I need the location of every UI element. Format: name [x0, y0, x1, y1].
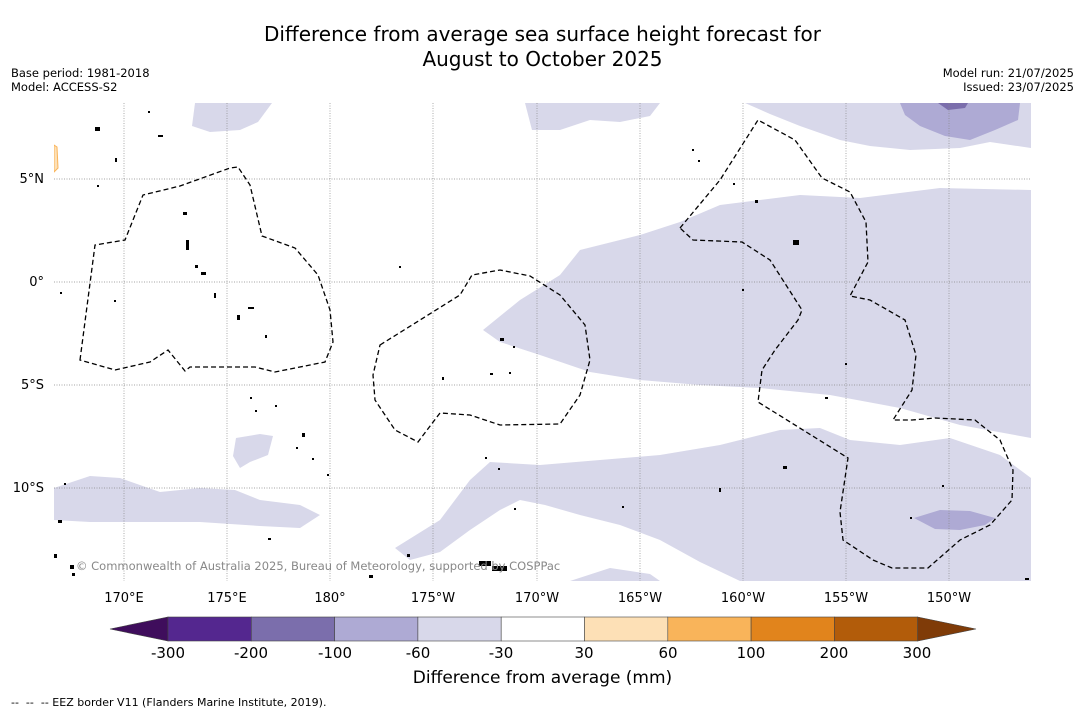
lon-label-170w: 170°W — [515, 591, 559, 606]
copyright-notice: © Commonwealth of Australia 2025, Bureau… — [76, 559, 560, 573]
islands — [54, 111, 1029, 580]
lat-label-0: 0° — [29, 275, 44, 290]
eez-footnote: -- -- -- EEZ border V11 (Flanders Marine… — [11, 696, 327, 709]
model-text: Model: ACCESS-S2 — [11, 80, 118, 94]
anomaly-core-south-east — [914, 510, 995, 530]
eez-border-tuvalu-kiribati-west — [79, 166, 334, 373]
cbar-tick-8: 100 — [737, 644, 766, 662]
eez-border-kiribati-line — [679, 119, 1014, 569]
anomaly-core-north-east — [900, 103, 1020, 140]
anomaly-band-south — [395, 428, 1031, 581]
colorbar-label: Difference from average (mm) — [412, 668, 673, 688]
title-line-1: Difference from average sea surface heig… — [263, 22, 822, 46]
anomaly-patch-south-edge — [570, 568, 660, 581]
colorbar-extend-high — [917, 616, 977, 642]
colorbar — [109, 616, 977, 642]
colorbar-segment-3 — [334, 616, 419, 642]
anomaly-core-darker — [938, 103, 968, 110]
lon-label-170e: 170°E — [104, 591, 144, 606]
lon-label-180: 180° — [314, 591, 345, 606]
lon-label-175w: 175°W — [411, 591, 455, 606]
anomaly-patch-west — [54, 476, 320, 528]
meta-right: Model run: 21/07/2025 Issued: 23/07/2025 — [943, 66, 1074, 94]
lon-label-165w: 165°W — [618, 591, 662, 606]
colorbar-segment-5 — [500, 616, 585, 642]
anomaly-patch-north-center — [525, 103, 660, 130]
positive-anomaly-patch — [54, 144, 59, 173]
cbar-tick-10: 300 — [903, 644, 932, 662]
anomaly-patch-south-west — [233, 434, 273, 468]
map-field — [54, 103, 1031, 581]
colorbar-ticks: -300 -200 -100 -60 -30 30 60 100 200 300 — [151, 644, 931, 662]
meta-left: Base period: 1981-2018 Model: ACCESS-S2 — [11, 66, 150, 94]
model-run-text: Model run: 21/07/2025 — [942, 66, 1074, 80]
colorbar-segment-4 — [417, 616, 502, 642]
cbar-tick-9: 200 — [820, 644, 849, 662]
cbar-tick-6: 30 — [574, 644, 593, 662]
anomaly-patch-north-west — [192, 103, 272, 132]
lon-label-160w: 160°W — [721, 591, 765, 606]
lat-label-10s: 10°S — [13, 481, 44, 496]
colorbar-segment-1 — [167, 616, 252, 642]
anomaly-band-north — [483, 188, 1031, 438]
colorbar-segment-6 — [584, 616, 669, 642]
lon-label-155w: 155°W — [824, 591, 868, 606]
colorbar-segment-8 — [750, 616, 835, 642]
title-line-2: August to October 2025 — [422, 47, 663, 71]
colorbar-segment-7 — [667, 616, 752, 642]
colorbar-segment-2 — [251, 616, 335, 642]
lon-label-150w: 150°W — [927, 591, 971, 606]
cbar-tick-3: -100 — [318, 644, 352, 662]
cbar-tick-2: -200 — [234, 644, 268, 662]
eez-borders — [79, 119, 1014, 569]
colorbar-extend-low — [109, 616, 169, 642]
lat-label-5n: 5°N — [20, 172, 45, 187]
colorbar-segment-9 — [834, 616, 919, 642]
cbar-tick-7: 60 — [658, 644, 677, 662]
cbar-tick-4: -60 — [406, 644, 431, 662]
cbar-tick-1: -300 — [151, 644, 185, 662]
base-period-text: Base period: 1981-2018 — [11, 66, 150, 80]
issued-text: Issued: 23/07/2025 — [963, 80, 1074, 94]
cbar-tick-5: -30 — [489, 644, 514, 662]
eez-border-tokelau — [372, 269, 591, 443]
lon-label-175e: 175°E — [207, 591, 247, 606]
lat-label-5s: 5°S — [21, 378, 44, 393]
chart-title: Difference from average sea surface heig… — [0, 22, 1085, 72]
graticule — [54, 103, 1031, 581]
